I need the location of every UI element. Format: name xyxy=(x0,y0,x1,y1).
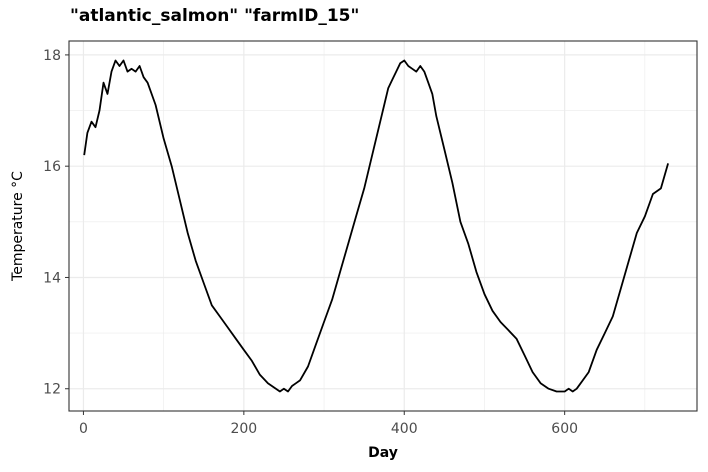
grid-major xyxy=(69,41,697,411)
series-layer xyxy=(83,59,669,393)
axis-ticks xyxy=(65,54,566,415)
y-tick-label: 16 xyxy=(43,159,61,175)
y-tick-label: 14 xyxy=(43,270,61,286)
chart-title: "atlantic_salmon" "farmID_15" xyxy=(70,6,360,26)
x-tick-label: 400 xyxy=(391,421,418,437)
y-tick-label: 12 xyxy=(43,382,61,398)
panel-border xyxy=(68,40,698,412)
x-axis-title: Day xyxy=(368,445,398,461)
tick-labels: 0 200 400 600 12 14 16 18 xyxy=(43,48,578,437)
y-tick-label: 18 xyxy=(43,48,61,64)
x-tick-label: 200 xyxy=(230,421,257,437)
x-tick-label: 0 xyxy=(79,421,88,437)
y-axis-title: Temperature °C xyxy=(10,171,26,282)
x-tick-label: 600 xyxy=(551,421,578,437)
temperature-line xyxy=(83,59,669,393)
grid-minor xyxy=(69,41,697,411)
